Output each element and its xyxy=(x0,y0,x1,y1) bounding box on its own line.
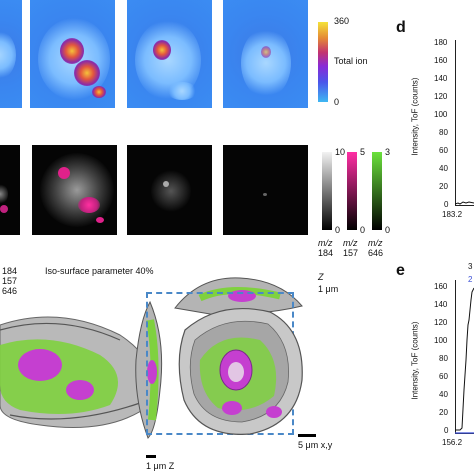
panel-e-ytick: 20 xyxy=(439,408,448,417)
colorbar-157-max: 5 xyxy=(360,147,366,157)
panel-d-letter: d xyxy=(396,19,406,36)
total-ion-max-label: 360 xyxy=(334,16,350,26)
panel-d-ylabel: Intensity, ToF (counts) xyxy=(410,77,420,156)
z-scale-top-value: 1 μm xyxy=(318,284,339,294)
panel-e-ytick: 160 xyxy=(434,282,448,291)
panel-e-ytick: 60 xyxy=(439,372,448,381)
z-scale-bottom-bar xyxy=(146,455,156,458)
total-ion-caption: Total ion xyxy=(334,56,368,66)
colorbar-646-mz-value: 646 xyxy=(368,248,384,258)
panel-e-trace-black xyxy=(455,287,474,431)
panel-d-ytick: 60 xyxy=(439,146,448,155)
colorbar-157-mz-label: m/z xyxy=(343,238,358,248)
colorbar-184-mz-label: m/z xyxy=(318,238,333,248)
panel-e-ytick: 120 xyxy=(434,318,448,327)
panel-d-ytick: 20 xyxy=(439,182,448,191)
panel-d-ytick: 160 xyxy=(434,56,448,65)
legend-left-item-1: 184 xyxy=(2,266,18,276)
panel-e-ytick: 40 xyxy=(439,390,448,399)
panel-e-ytick: 0 xyxy=(444,426,449,435)
panel-d-axis-y xyxy=(455,40,456,206)
panel-e-legend-2: 2 xyxy=(468,275,473,284)
legend-left-item-3: 646 xyxy=(2,286,18,296)
panel-d-ytick: 100 xyxy=(434,110,448,119)
ion-image-4 xyxy=(223,145,308,235)
colorbar-184-max: 10 xyxy=(335,147,346,157)
total-ion-image-4 xyxy=(223,0,308,108)
colorbar-184-min: 0 xyxy=(335,225,341,235)
total-ion-image-1 xyxy=(0,0,22,108)
render-3d-main-cell xyxy=(178,307,303,435)
colorbar-646-mz-label: m/z xyxy=(368,238,383,248)
panel-d-ytick: 40 xyxy=(439,164,448,173)
panel-e-legend-1: 3 xyxy=(468,262,473,271)
colorbar-646 xyxy=(372,152,382,230)
colorbar-157 xyxy=(347,152,357,230)
render-3d-left xyxy=(0,316,155,428)
panel-d-ytick: 80 xyxy=(439,128,448,137)
iso-surface-caption: Iso-surface parameter 40% xyxy=(45,266,154,276)
z-scale-bottom-label: 1 μm Z xyxy=(146,461,175,471)
total-ion-min-label: 0 xyxy=(334,97,340,107)
colorbar-646-min: 0 xyxy=(385,225,391,235)
colorbar-157-min: 0 xyxy=(360,225,366,235)
panel-e-trace-blue xyxy=(455,432,474,434)
total-ion-image-2 xyxy=(30,0,115,108)
panel-e-ytick: 80 xyxy=(439,354,448,363)
panel-e-ytick: 140 xyxy=(434,300,448,309)
xy-scale-label: 5 μm x,y xyxy=(298,440,333,450)
panel-d-ytick: 140 xyxy=(434,74,448,83)
colorbar-184 xyxy=(322,152,332,230)
legend-left-item-2: 157 xyxy=(2,276,18,286)
z-scale-top-label: Z xyxy=(318,272,324,282)
panel-d-xtick-left: 183.2 xyxy=(442,210,463,219)
xy-scale-bar xyxy=(298,434,316,437)
ion-image-3 xyxy=(127,145,212,235)
total-ion-colorbar-gradient xyxy=(318,22,328,102)
panel-e-letter: e xyxy=(396,262,405,279)
ion-image-1 xyxy=(0,145,20,235)
panel-d-trace xyxy=(455,201,474,205)
render-3d-side-view xyxy=(135,300,163,439)
panel-e-xtick-left: 156.2 xyxy=(442,438,463,447)
panel-e-ylabel: Intensity, ToF (counts) xyxy=(410,321,420,400)
panel-d-ytick: 180 xyxy=(434,38,448,47)
ion-image-2 xyxy=(32,145,117,235)
panel-d-axis-x xyxy=(455,205,474,206)
panel-e-ytick: 100 xyxy=(434,336,448,345)
panel-d-ytick: 120 xyxy=(434,92,448,101)
colorbar-184-mz-value: 184 xyxy=(318,248,334,258)
total-ion-image-3 xyxy=(127,0,212,108)
panel-e-axis-y xyxy=(455,280,456,434)
panel-d-ytick: 0 xyxy=(444,200,449,209)
colorbar-157-mz-value: 157 xyxy=(343,248,359,258)
colorbar-646-max: 3 xyxy=(385,147,391,157)
